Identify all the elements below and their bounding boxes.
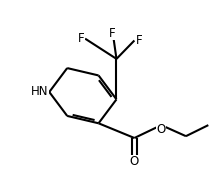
Text: F: F — [109, 27, 115, 40]
Text: O: O — [157, 123, 166, 136]
Text: HN: HN — [30, 85, 48, 98]
Text: F: F — [136, 34, 143, 47]
Text: O: O — [130, 155, 139, 168]
Text: F: F — [78, 32, 84, 45]
